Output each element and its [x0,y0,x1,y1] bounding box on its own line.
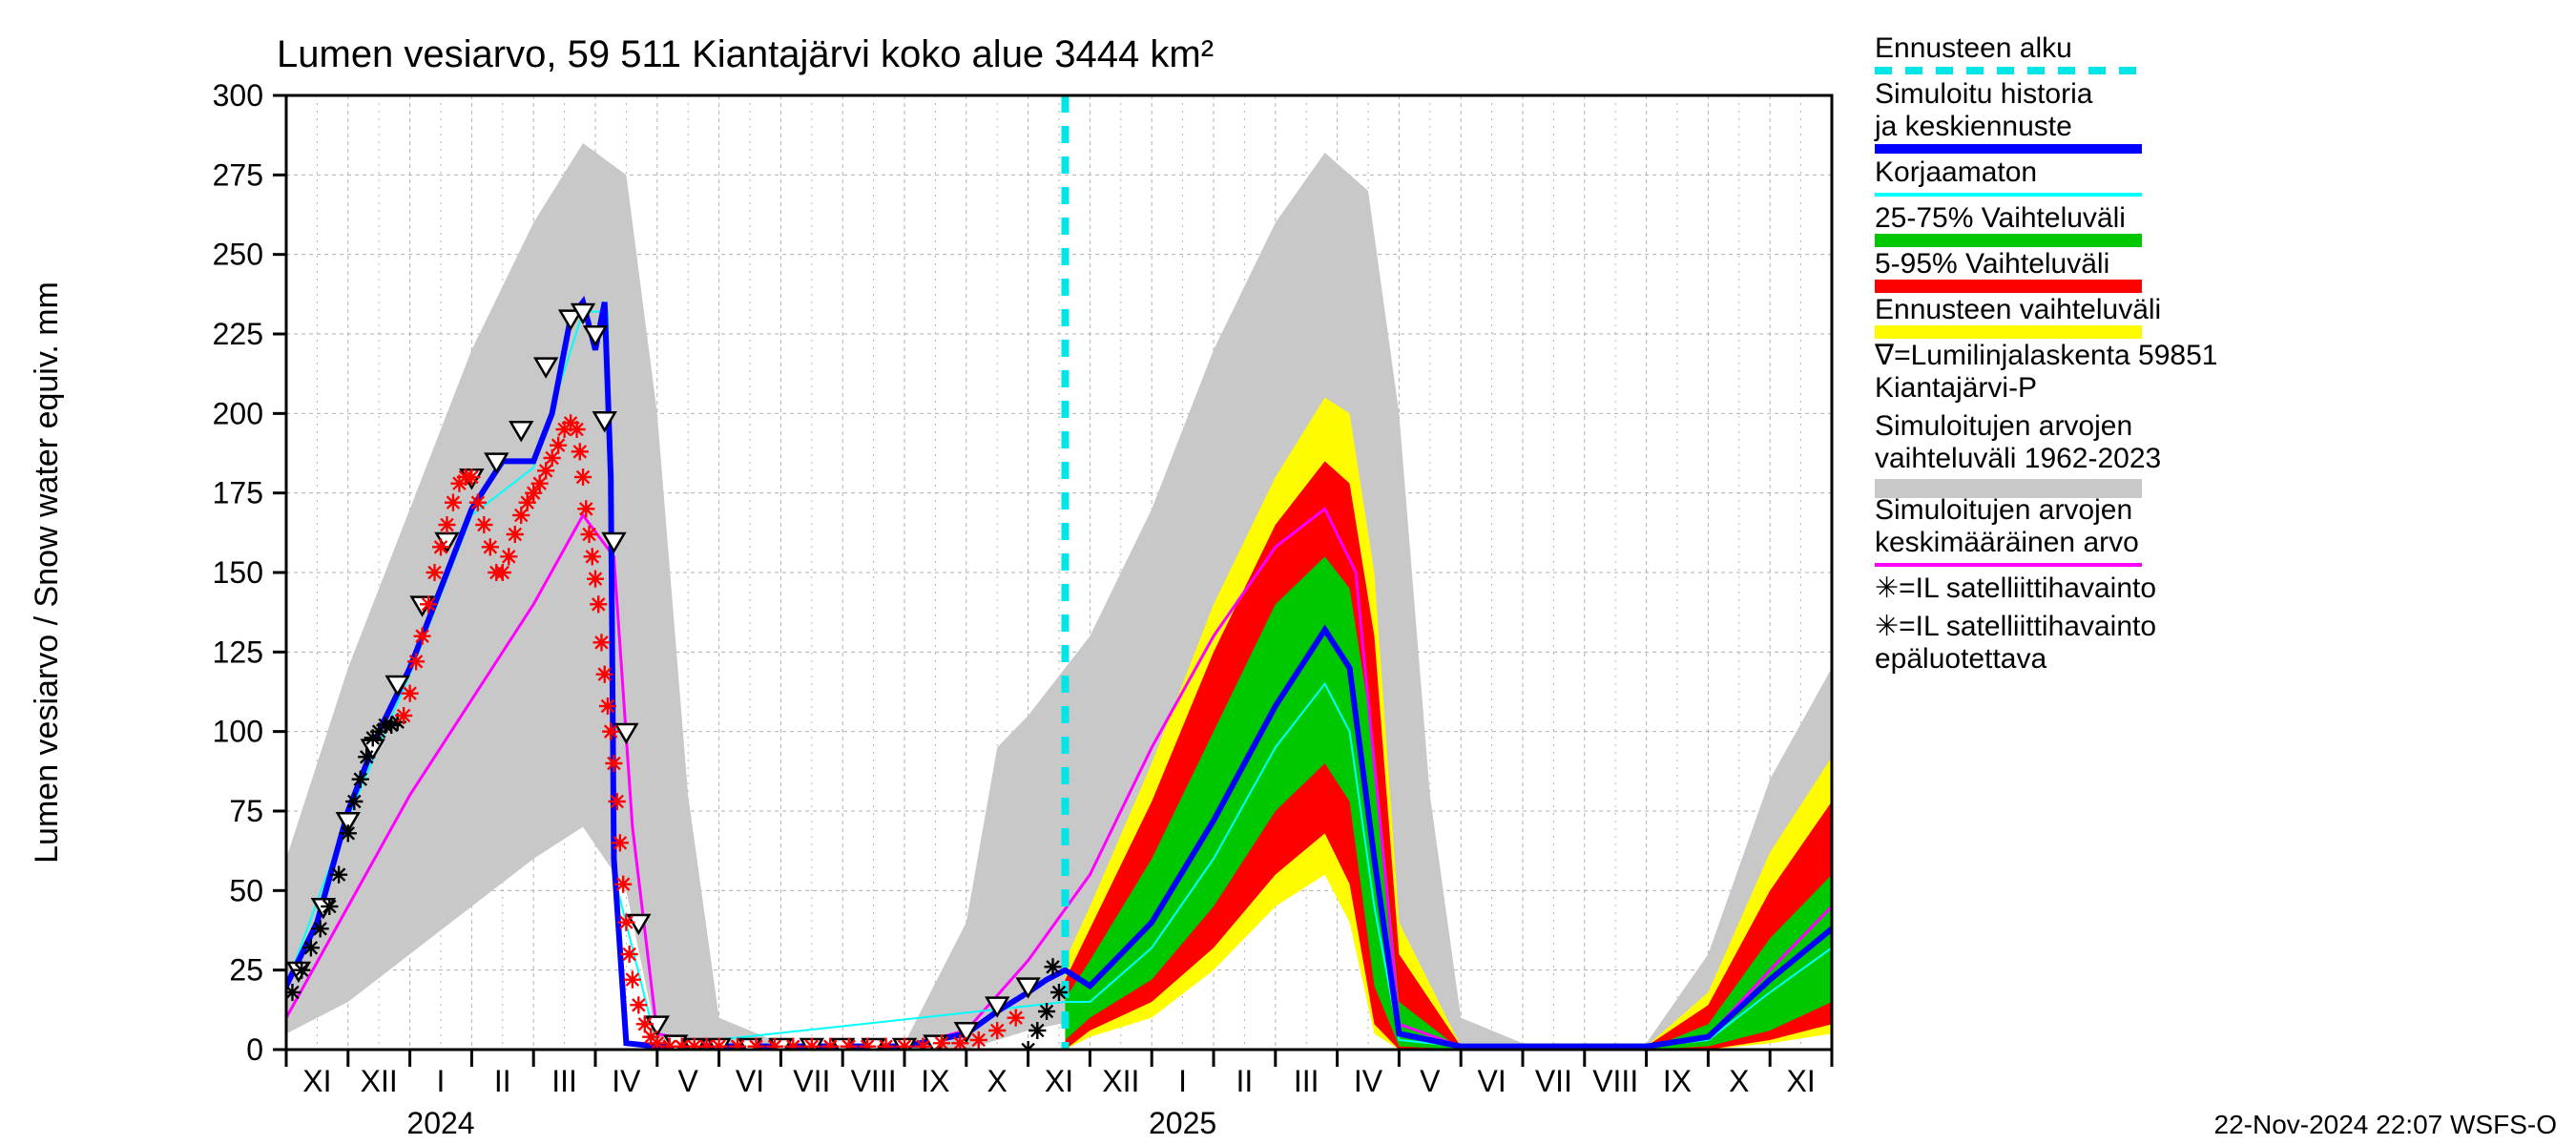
legend-label: Ennusteen alku [1875,32,2072,64]
legend-label: Simuloitujen arvojen [1875,410,2132,442]
x-month-label: VIII [1592,1064,1638,1098]
x-month-label: IX [1663,1064,1692,1098]
y-tick-label: 25 [229,953,263,988]
x-month-label: VIII [851,1064,897,1098]
x-year-label: 2024 [406,1106,474,1140]
y-tick-label: 50 [229,873,263,907]
legend-label: Korjaamaton [1875,156,2037,188]
y-tick-label: 150 [213,555,263,590]
x-month-label: IV [612,1064,641,1098]
timestamp-label: 22-Nov-2024 22:07 WSFS-O [2214,1110,2558,1139]
legend-label: ✳=IL satelliittihavainto [1875,572,2156,604]
x-year-label: 2025 [1149,1106,1216,1140]
legend-label: Ennusteen vaihteluväli [1875,294,2161,325]
x-month-label: III [1294,1064,1319,1098]
legend-label: 25-75% Vaihteluväli [1875,202,2126,234]
legend-label: epäluotettava [1875,643,2046,675]
y-tick-label: 175 [213,476,263,510]
x-month-label: XI [302,1064,331,1098]
x-month-label: XI [1786,1064,1815,1098]
x-month-label: IV [1354,1064,1383,1098]
plot-area [283,95,1832,1058]
legend-label: Kiantajärvi-P [1875,372,2037,404]
x-month-label: VII [793,1064,830,1098]
y-tick-label: 200 [213,396,263,430]
x-month-label: II [494,1064,511,1098]
y-tick-label: 0 [246,1032,263,1067]
x-month-label: VII [1535,1064,1572,1098]
x-month-label: V [1420,1064,1441,1098]
x-month-label: VI [736,1064,764,1098]
chart-title: Lumen vesiarvo, 59 511 Kiantajärvi koko … [277,33,1214,75]
x-month-label: III [551,1064,577,1098]
x-month-label: X [1729,1064,1749,1098]
y-axis-label: Lumen vesiarvo / Snow water equiv. mm [29,281,65,864]
legend: Ennusteen alku Simuloitu historiaja keski… [1874,32,2217,675]
x-month-label: XI [1045,1064,1073,1098]
x-month-label: XII [361,1064,398,1098]
x-month-label: II [1236,1064,1254,1098]
x-month-label: XII [1102,1064,1139,1098]
y-tick-label: 300 [213,78,263,113]
legend-label: ja keskiennuste [1874,111,2072,142]
legend-label: vaihteluväli 1962-2023 [1875,443,2161,474]
y-tick-label: 275 [213,157,263,192]
chart-container: 0255075100125150175200225250275300XIXIII… [0,0,2576,1145]
legend-label: keskimääräinen arvo [1875,527,2139,558]
y-tick-label: 100 [213,715,263,749]
y-tick-label: 250 [213,238,263,272]
y-tick-label: 125 [213,635,263,669]
x-month-label: X [987,1064,1008,1098]
x-month-label: V [678,1064,699,1098]
x-month-label: VI [1477,1064,1506,1098]
y-tick-label: 75 [229,794,263,828]
legend-label: Simuloitu historia [1875,78,2093,110]
legend-label: ✳=IL satelliittihavainto [1875,611,2156,642]
x-month-label: I [437,1064,446,1098]
x-month-label: IX [921,1064,949,1098]
legend-label: ∇=Lumilinjalaskenta 59851 [1874,340,2217,371]
legend-label: Simuloitujen arvojen [1875,494,2132,526]
x-month-label: I [1178,1064,1187,1098]
chart-svg: 0255075100125150175200225250275300XIXIII… [0,0,2576,1145]
legend-label: 5-95% Vaihteluväli [1875,248,2109,280]
y-tick-label: 225 [213,317,263,351]
